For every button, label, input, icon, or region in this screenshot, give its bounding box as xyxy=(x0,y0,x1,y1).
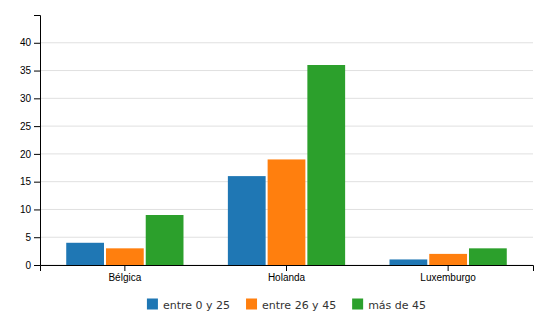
grid xyxy=(40,43,533,265)
bar xyxy=(429,254,467,265)
x-tick-label: Holanda xyxy=(268,272,306,283)
x-axis-line xyxy=(41,266,534,272)
y-tick-mark xyxy=(34,154,40,155)
y-tick-mark xyxy=(34,209,40,210)
bar xyxy=(146,215,184,265)
bar xyxy=(106,248,144,265)
legend-swatch xyxy=(147,299,158,310)
y-tick-label: 0 xyxy=(25,260,31,271)
y-tick: 30 xyxy=(20,93,40,104)
y-tick-mark xyxy=(34,182,40,183)
bar xyxy=(66,243,104,265)
grid-line xyxy=(40,70,533,71)
y-tick: 35 xyxy=(20,65,40,76)
y-tick-mark xyxy=(34,71,40,72)
y-tick: 20 xyxy=(20,149,40,160)
plot: 0 5 10 15 20 25 30 35 40 Bélgica Holanda Luxemburgo xyxy=(20,16,534,284)
x-tick-mark xyxy=(448,265,449,271)
y-tick: 15 xyxy=(20,176,40,187)
y-tick-label: 30 xyxy=(20,93,32,104)
y-tick-label: 35 xyxy=(20,65,32,76)
x-tick-label: Luxemburgo xyxy=(420,272,476,283)
y-tick: 0 xyxy=(25,260,40,271)
legend-item: más de 45 xyxy=(352,299,426,312)
y-tick-mark xyxy=(34,265,40,266)
legend-label: más de 45 xyxy=(368,299,426,312)
y-tick-mark xyxy=(34,237,40,238)
legend-label: entre 26 y 45 xyxy=(262,299,336,312)
x-tick: Holanda xyxy=(268,265,306,283)
grid-line xyxy=(40,42,533,43)
x-axis: Bélgica Holanda Luxemburgo xyxy=(41,265,534,283)
legend: entre 0 y 25 entre 26 y 45 más de 45 xyxy=(147,299,426,312)
y-tick: 25 xyxy=(20,121,40,132)
bar-series xyxy=(146,65,507,265)
bar xyxy=(469,248,507,265)
y-tick: 5 xyxy=(25,232,40,243)
y-tick-label: 20 xyxy=(20,149,32,160)
y-tick-label: 5 xyxy=(25,232,31,243)
x-tick-mark xyxy=(286,265,287,271)
grid-line xyxy=(40,126,533,127)
bar-series xyxy=(106,159,467,265)
x-tick: Bélgica xyxy=(108,265,141,283)
x-tick-mark xyxy=(124,265,125,271)
bar xyxy=(268,159,306,265)
y-tick-mark xyxy=(34,43,40,44)
x-tick-label: Bélgica xyxy=(108,272,141,283)
bar xyxy=(228,176,266,265)
y-tick-label: 25 xyxy=(20,121,32,132)
grid-line xyxy=(40,98,533,99)
y-tick-mark xyxy=(34,126,40,127)
y-tick-mark xyxy=(34,98,40,99)
y-tick: 40 xyxy=(20,37,40,48)
x-tick: Luxemburgo xyxy=(420,265,476,283)
y-tick-label: 15 xyxy=(20,176,32,187)
bar-series xyxy=(66,176,427,265)
chart-svg: 0 5 10 15 20 25 30 35 40 Bélgica Holanda Luxemburgo… xyxy=(0,0,548,325)
bar xyxy=(307,65,345,265)
y-axis-line xyxy=(34,16,41,266)
legend-item: entre 0 y 25 xyxy=(147,299,230,312)
grid-line xyxy=(40,153,533,154)
y-tick-label: 40 xyxy=(20,37,32,48)
y-tick: 10 xyxy=(20,204,40,215)
bar xyxy=(390,259,428,265)
y-tick-label: 10 xyxy=(20,204,32,215)
bars xyxy=(66,65,507,265)
chart-container: 0 5 10 15 20 25 30 35 40 Bélgica Holanda Luxemburgo… xyxy=(0,0,548,325)
legend-swatch xyxy=(246,299,257,310)
legend-label: entre 0 y 25 xyxy=(163,299,230,312)
y-axis: 0 5 10 15 20 25 30 35 40 xyxy=(20,16,41,271)
legend-swatch xyxy=(352,299,363,310)
legend-item: entre 26 y 45 xyxy=(246,299,336,312)
